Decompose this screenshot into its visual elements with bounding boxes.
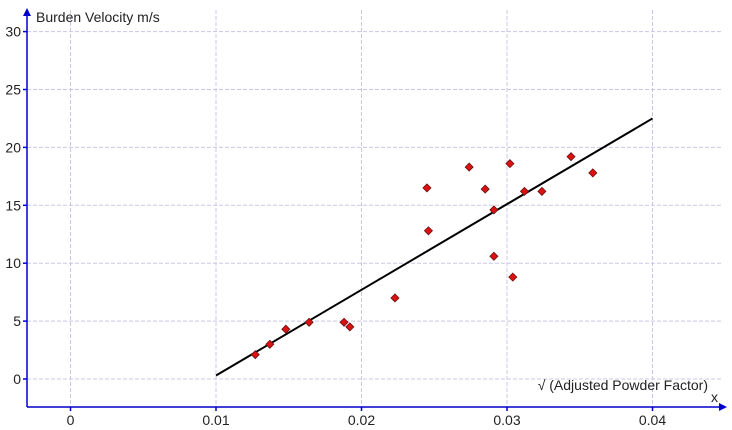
fit-line-group [215, 117, 654, 377]
x-axis-marker: x [711, 389, 718, 405]
fit-line [215, 117, 654, 377]
data-point [345, 322, 355, 332]
x-tick-label: 0 [67, 412, 75, 428]
data-point [588, 168, 598, 178]
data-point [489, 205, 499, 215]
y-tick-label: 20 [5, 139, 21, 155]
x-tick-label: 0.02 [348, 412, 375, 428]
data-points [250, 152, 598, 360]
data-point [519, 186, 530, 196]
y-axis-arrow [23, 8, 31, 16]
x-axis-arrow [719, 403, 727, 411]
x-axis-title: √ (Adjusted Powder Factor) [538, 377, 708, 393]
x-tick-label: 0.01 [202, 412, 229, 428]
x-tick-label: 0.04 [639, 412, 666, 428]
data-point [480, 184, 490, 194]
grid [27, 10, 723, 407]
data-point [537, 186, 547, 196]
axes [23, 8, 727, 411]
y-tick-label: 0 [13, 371, 21, 387]
tick-labels: 0 5 10 15 20 25 30 0 0.01 0.02 0.03 0.04 [5, 24, 666, 428]
y-tick-label: 10 [5, 255, 21, 271]
data-point [390, 293, 400, 303]
y-tick-label: 30 [5, 24, 21, 40]
data-point [505, 159, 515, 169]
data-point [423, 226, 433, 236]
data-point [464, 162, 474, 172]
data-point [304, 317, 314, 327]
data-point [566, 152, 576, 162]
y-axis-title: Burden Velocity m/s [36, 9, 160, 25]
y-tick-label: 5 [13, 313, 21, 329]
data-point [508, 272, 518, 282]
data-point [489, 251, 499, 261]
y-tick-label: 25 [5, 82, 21, 98]
data-point [265, 339, 275, 349]
data-point [339, 317, 349, 327]
data-point [250, 350, 260, 360]
data-point [422, 183, 432, 193]
data-point [281, 324, 291, 334]
x-tick-label: 0.03 [493, 412, 520, 428]
y-tick-label: 15 [5, 197, 21, 213]
